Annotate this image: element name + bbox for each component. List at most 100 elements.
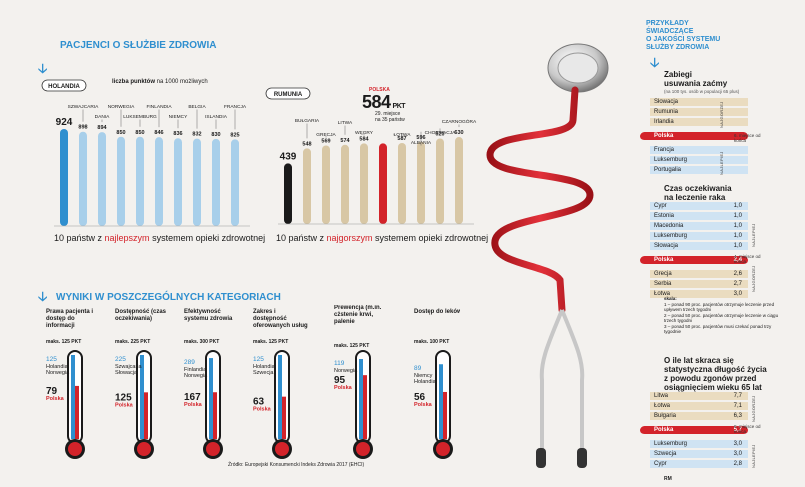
ranking-row: Łotwa 3,0 xyxy=(650,290,748,299)
thermo-bulb-fill xyxy=(68,442,82,456)
best-value: 125 xyxy=(46,356,57,363)
row-country: Szwecja xyxy=(654,451,677,457)
arrow-down-icon: 🡣 xyxy=(650,55,660,70)
category-max: maks. 125 PKT xyxy=(46,339,81,345)
row-value: 2,7 xyxy=(733,281,742,287)
bar-czarnogóra xyxy=(455,137,463,224)
thermo-bulb-fill xyxy=(356,442,370,456)
ranking-row: Litwa 7,7 xyxy=(650,392,748,401)
bar-chorwacja xyxy=(436,138,444,224)
value-label: 584 xyxy=(359,136,369,142)
ranking-row: Polska xyxy=(640,132,748,141)
value-label: 832 xyxy=(192,132,201,138)
poland-label: Polska xyxy=(414,402,433,408)
category-max: maks. 300 PKT xyxy=(184,339,219,345)
ranking-row: Serbia 2,7 xyxy=(650,280,748,289)
poland-value: 125 xyxy=(115,392,132,403)
best-country: Holandia xyxy=(414,379,437,385)
row-country: Polska xyxy=(654,427,674,433)
category-title: oczekiwania) xyxy=(115,316,152,322)
row-country: Cypr xyxy=(654,203,667,209)
bar-polska xyxy=(379,143,387,224)
thermo-bulb-fill xyxy=(275,442,289,456)
bar-niemcy xyxy=(174,138,182,226)
ranking-row: Łotwa 7,1 xyxy=(650,402,748,411)
worst-caption: 10 państw z najgorszym systemem opieki z… xyxy=(276,233,489,243)
category-max: maks. 125 PKT xyxy=(253,339,288,345)
country-label: CZARNOGÓRA xyxy=(442,118,477,125)
ranking-row: Portugalia xyxy=(650,166,748,175)
ranking-row: Macedonia 1,0 xyxy=(650,222,748,231)
row-country: Polska xyxy=(654,257,674,263)
best-value: 289 xyxy=(184,359,195,366)
best-fill xyxy=(278,355,282,439)
country-label: GRECJA xyxy=(316,132,336,138)
row-value: 2,6 xyxy=(733,271,742,277)
best-fill xyxy=(439,364,443,439)
row-value: 1,0 xyxy=(733,243,742,249)
cataract-title: Zabiegi usuwania zaćmy xyxy=(664,70,728,88)
value-label: 825 xyxy=(230,132,239,138)
best-country: Finlandia xyxy=(184,367,207,373)
row-country: Łotwa xyxy=(654,291,671,297)
row-country: Luksemburg xyxy=(654,233,688,239)
scale-legend: skala: 1 – ponad 90 proc. pacjentów otrz… xyxy=(664,296,779,334)
thermo-bulb-fill xyxy=(137,442,151,456)
best-country: Holandia xyxy=(46,364,69,370)
value-label: 574 xyxy=(340,138,350,144)
country-label: BELGIA xyxy=(188,104,206,110)
categories-title: WYNIKI W POSZCZEGÓLNYCH KATEGORIACH xyxy=(56,292,281,303)
row-country: Rumunia xyxy=(654,109,679,115)
cancer-note: 4. miejsce od końca xyxy=(734,254,761,264)
value-label: 630 xyxy=(454,130,463,136)
row-value: 3,0 xyxy=(733,451,742,457)
best-worst-title: PACJENCI O SŁUŻBIE ZDROWIA xyxy=(60,40,217,51)
bar-łotwa xyxy=(398,142,406,224)
bar-norwegia xyxy=(117,136,125,226)
category-max: maks. 100 PKT xyxy=(414,339,449,345)
ranking-row: Cypr 2,8 xyxy=(650,460,748,469)
row-value: 6,3 xyxy=(733,413,742,419)
row-country: Portugalia xyxy=(654,167,682,173)
bar-bułgaria xyxy=(303,148,311,224)
country-label: ALBANIA xyxy=(411,140,432,146)
row-country: Słowacja xyxy=(654,99,679,105)
row-value: 2,4 xyxy=(733,257,742,263)
stethoscope-icon xyxy=(486,43,609,468)
country-label: LITWA xyxy=(338,120,353,126)
best-fill xyxy=(359,359,363,439)
ranking-row: Cypr 1,0 xyxy=(650,202,748,211)
category-title: palenie xyxy=(334,319,355,325)
ranking-row: Rumunia xyxy=(650,108,748,117)
category-title: systemu zdrowia xyxy=(184,316,233,322)
row-country: Irlandia xyxy=(654,119,674,125)
country-label: DANIA xyxy=(95,114,110,120)
cataract-note: 6. miejsce od końca xyxy=(734,133,761,143)
bar-finlandia xyxy=(155,137,163,226)
cataract-group-bot: NAJLEPIEJ xyxy=(719,151,724,175)
poland-tag: POLSKA xyxy=(369,87,390,93)
first-country-pill xyxy=(265,87,311,100)
row-country: Litwa xyxy=(654,393,669,399)
row-country: Macedonia xyxy=(654,223,684,229)
category-title: Dostęp do leków xyxy=(414,309,460,315)
thermo-bulb-fill xyxy=(436,442,450,456)
row-country: Polska xyxy=(654,133,674,139)
poland-value: 63 xyxy=(253,397,265,408)
row-country: Estonia xyxy=(654,213,675,219)
row-country: Luksemburg xyxy=(654,157,688,163)
row-country: Łotwa xyxy=(654,403,671,409)
value-label: 850 xyxy=(135,130,144,136)
value-label: 439 xyxy=(280,151,297,162)
best-value: 89 xyxy=(414,365,422,372)
source-note: Źródło: Europejski Konsumencki Indeks Zd… xyxy=(228,462,365,468)
life-title: O ile lat skraca się statystyczna długość… xyxy=(664,356,767,392)
country-label: ISLANDIA xyxy=(205,114,228,120)
row-value: 2,8 xyxy=(733,461,742,467)
category-title: Zakres i xyxy=(253,309,276,315)
thermometer: Dostęp do leków maks. 100 PKT 89NiemcyHola… xyxy=(414,309,460,459)
ranking-row: Luksemburg 3,0 xyxy=(650,440,748,449)
best-country: Słowacja xyxy=(115,370,138,376)
ranking-row: Luksemburg 1,0 xyxy=(650,232,748,241)
